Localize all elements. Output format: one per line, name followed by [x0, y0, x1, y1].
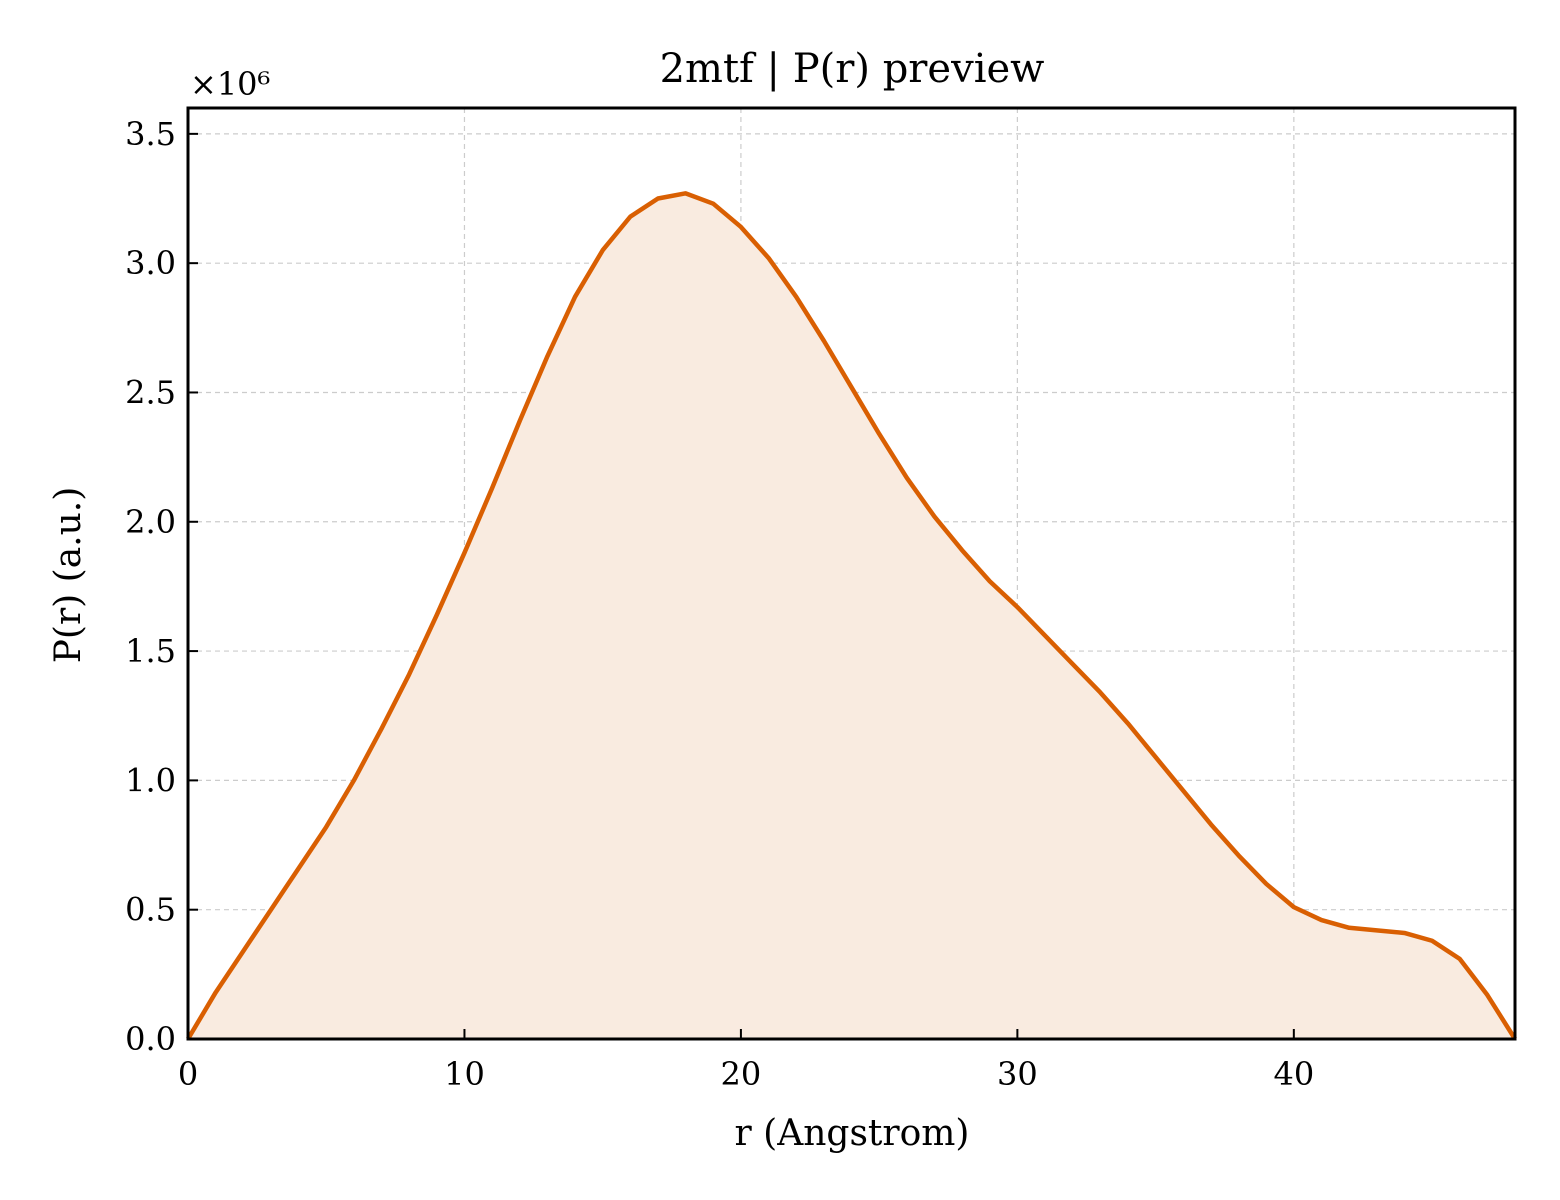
- x-tick-label: 20: [721, 1055, 762, 1093]
- pr-area-fill: [188, 193, 1515, 1040]
- x-tick-label: 10: [444, 1055, 485, 1093]
- y-tick-label: 3.5: [125, 115, 176, 153]
- y-tick-label: 2.0: [125, 503, 176, 541]
- x-tick-label: 0: [178, 1055, 198, 1093]
- axis-ticks: 0 10 20 30 40 0.0 0.5 1.0 1.5 2.0 2.5 3.0 3.5: [125, 115, 1314, 1093]
- chart-title: 2mtf | P(r) preview: [660, 46, 1045, 92]
- x-tick-label: 40: [1273, 1055, 1314, 1093]
- y-tick-label: 1.0: [125, 761, 176, 799]
- y-tick-label: 2.5: [125, 373, 176, 411]
- x-axis-label: r (Angstrom): [735, 1113, 970, 1154]
- y-tick-label: 0.0: [125, 1020, 176, 1058]
- pr-curve-line: [186, 191, 1517, 1041]
- plot-frame: [186, 106, 1517, 1041]
- y-axis-label: P(r) (a.u.): [48, 487, 89, 664]
- y-tick-label: 3.0: [125, 244, 176, 282]
- y-offset-label: ×10⁶: [190, 65, 270, 103]
- x-tick-label: 30: [997, 1055, 1038, 1093]
- y-tick-label: 1.5: [125, 632, 176, 670]
- y-tick-label: 0.5: [125, 891, 176, 929]
